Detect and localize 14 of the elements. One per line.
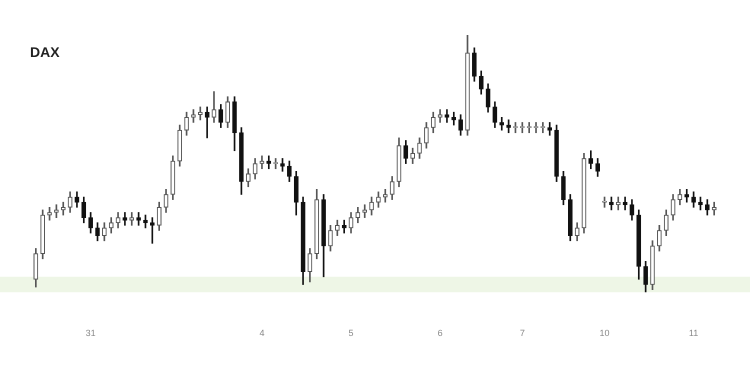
candlestick xyxy=(280,158,285,172)
candlestick xyxy=(143,214,148,228)
x-tick-label: 11 xyxy=(688,328,698,338)
candlestick xyxy=(191,109,196,123)
candlestick xyxy=(444,109,450,123)
x-tick-label: 6 xyxy=(438,328,443,338)
x-tick-label: 4 xyxy=(259,328,264,338)
x-tick-label: 5 xyxy=(348,328,354,338)
candlestick xyxy=(698,196,703,210)
candlestick xyxy=(212,91,216,123)
x-tick-label: 31 xyxy=(86,328,96,338)
x-tick-label: 10 xyxy=(600,328,610,338)
text: DAX xyxy=(30,44,60,60)
x-tick-label: 7 xyxy=(520,328,525,338)
